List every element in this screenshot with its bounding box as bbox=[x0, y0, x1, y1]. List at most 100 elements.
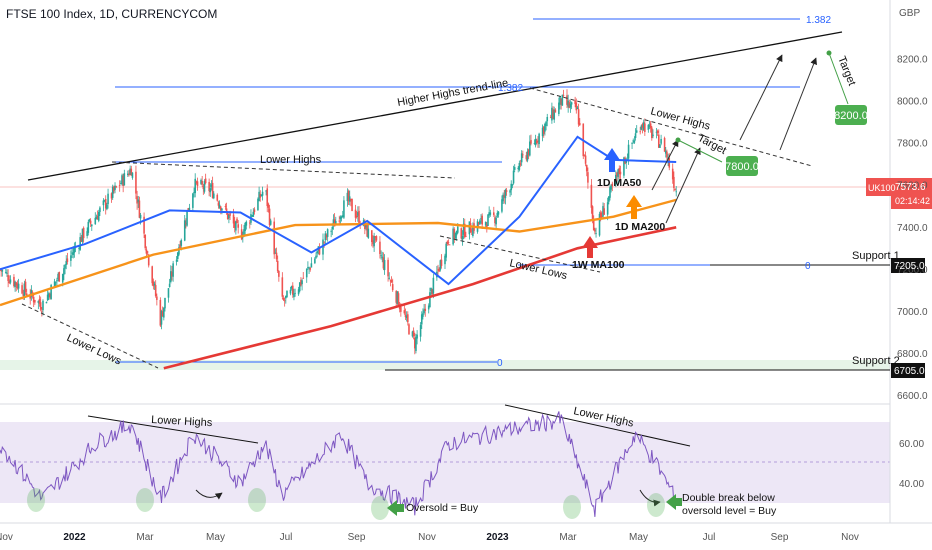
candle-body bbox=[423, 309, 425, 314]
candle-body bbox=[331, 226, 334, 230]
candle-body bbox=[121, 175, 123, 185]
candle-body bbox=[210, 184, 213, 187]
candle-body bbox=[144, 234, 147, 249]
support-1-value: 7205.0 bbox=[894, 261, 925, 272]
candle-body bbox=[338, 220, 341, 222]
candle-body bbox=[505, 190, 508, 192]
candle-body bbox=[422, 313, 424, 317]
candle-body bbox=[249, 222, 251, 224]
candle-body bbox=[610, 185, 612, 190]
projection-arrow-4 bbox=[779, 57, 817, 151]
candle-body bbox=[156, 296, 158, 300]
ma50-line bbox=[0, 135, 677, 286]
rsi-double-break-line-2: oversold level = Buy bbox=[682, 505, 777, 517]
candle-body bbox=[374, 236, 377, 238]
candle-body bbox=[64, 264, 66, 269]
candle-body bbox=[333, 219, 336, 227]
candle-body bbox=[289, 289, 292, 294]
candle-body bbox=[225, 208, 228, 212]
ma100w-label: 1W MA100 bbox=[572, 259, 625, 271]
ma100w-marker bbox=[582, 236, 598, 258]
candle-body bbox=[171, 271, 173, 277]
candle-body bbox=[211, 182, 214, 198]
candle-body bbox=[343, 200, 345, 218]
candle-body bbox=[341, 215, 344, 218]
candle-body bbox=[639, 131, 641, 133]
candle-body bbox=[427, 305, 430, 310]
rsi-annotations bbox=[87, 404, 691, 507]
price-tick-label: 6600.0 bbox=[897, 391, 928, 402]
last-price-countdown: 02:14:42 bbox=[895, 196, 930, 206]
price-axis[interactable]: 6600.0 6800.0 7000.0 7200.0 7400.0 7600.0 7800… bbox=[897, 54, 928, 402]
candle-body bbox=[257, 198, 259, 211]
candle-body bbox=[151, 266, 154, 284]
candle-body bbox=[429, 292, 431, 308]
candle-body bbox=[577, 109, 580, 125]
candle-body bbox=[587, 172, 589, 183]
candle-body bbox=[172, 263, 174, 277]
projection-arrow-3 bbox=[739, 54, 783, 141]
candle-body bbox=[480, 218, 482, 220]
candle-body bbox=[648, 124, 651, 128]
time-axis[interactable]: Nov 2022 Mar May Jul Sep Nov 2023 Mar May Jul Sep No… bbox=[0, 532, 859, 543]
time-tick-label: May bbox=[206, 532, 225, 543]
candle-body bbox=[501, 199, 503, 212]
candle-body bbox=[642, 122, 645, 130]
time-tick-label: Mar bbox=[559, 532, 577, 543]
price-tick-label: 7000.0 bbox=[897, 307, 928, 318]
candle-body bbox=[323, 241, 325, 243]
candle-body bbox=[308, 267, 310, 269]
candle-body bbox=[512, 170, 515, 184]
candle-body bbox=[252, 211, 255, 217]
candle-body bbox=[454, 233, 457, 239]
candle-body bbox=[188, 207, 191, 212]
candle-body bbox=[78, 248, 80, 249]
candle-body bbox=[118, 185, 121, 186]
candle-body bbox=[274, 252, 277, 254]
candle-body bbox=[354, 209, 357, 218]
candle-body bbox=[562, 94, 565, 96]
candle-body bbox=[325, 234, 328, 238]
rsi-axis[interactable]: 40.00 60.00 bbox=[899, 439, 924, 490]
time-tick-label: Nov bbox=[418, 532, 436, 543]
candle-body bbox=[114, 185, 116, 190]
plot-area[interactable] bbox=[0, 18, 890, 520]
oversold-arrow bbox=[387, 500, 404, 516]
support-2-badge bbox=[891, 363, 925, 378]
candle-body bbox=[25, 293, 28, 296]
candle-body bbox=[407, 314, 409, 323]
candle-body bbox=[371, 230, 373, 242]
candle-body bbox=[525, 155, 528, 160]
candle-body bbox=[430, 287, 432, 291]
time-tick-label: Nov bbox=[0, 532, 13, 543]
candle-body bbox=[411, 331, 414, 337]
candle-body bbox=[546, 117, 549, 122]
candle-body bbox=[332, 219, 335, 225]
candle-body bbox=[674, 188, 676, 191]
candle-body bbox=[513, 167, 516, 170]
candle-body bbox=[305, 268, 308, 278]
candle-body bbox=[389, 280, 392, 282]
rsi-oversold-circles bbox=[27, 488, 665, 520]
candle-body bbox=[290, 286, 293, 289]
candle-body bbox=[413, 337, 416, 349]
ma50-marker bbox=[604, 148, 620, 172]
candle-body bbox=[243, 229, 245, 237]
candle-body bbox=[365, 223, 367, 228]
rsi-oversold-label: Oversold = Buy bbox=[406, 502, 479, 514]
currency-label: GBP bbox=[899, 8, 920, 19]
candle-body bbox=[57, 274, 59, 280]
candle-body bbox=[24, 281, 27, 293]
support-1-badge bbox=[891, 258, 925, 273]
last-price-badge bbox=[891, 178, 932, 209]
candle-body bbox=[339, 216, 342, 220]
candle-body bbox=[551, 107, 553, 121]
candle-body bbox=[240, 229, 243, 240]
candle-body bbox=[561, 94, 564, 106]
candle-body bbox=[169, 271, 172, 283]
candle-body bbox=[614, 174, 617, 185]
target-point-1 bbox=[675, 137, 681, 143]
candle-body bbox=[640, 125, 643, 130]
candle-body bbox=[379, 241, 381, 255]
